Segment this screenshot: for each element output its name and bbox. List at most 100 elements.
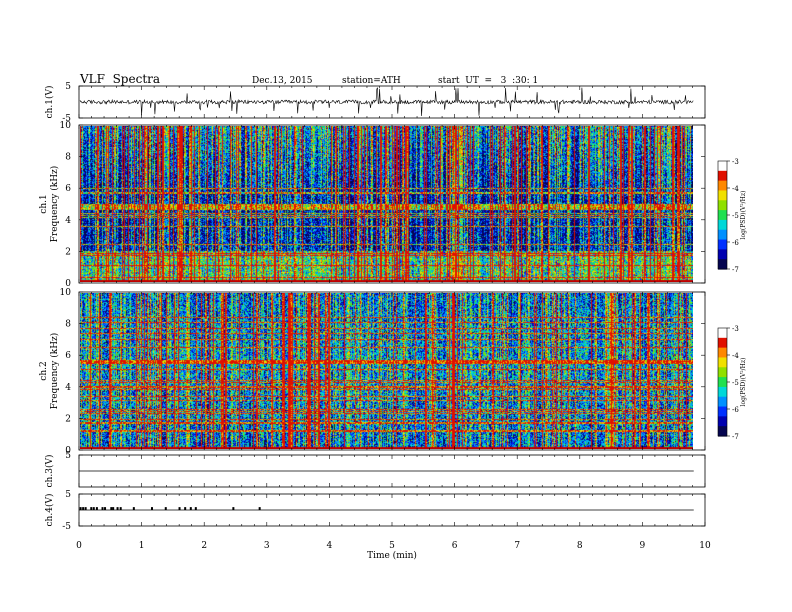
ch1-colorbar-tick-label: -6: [732, 239, 739, 247]
ch1-spec-ytick-label: 2: [65, 247, 71, 257]
ch2-colorbar-swatch: [718, 396, 727, 408]
ch4-ylabel: ch.4(V): [44, 494, 55, 527]
ch2-colorbar-swatch: [718, 328, 727, 339]
ch1-colorbar-swatch: [718, 219, 727, 231]
ch2-colorbar-tick-label: -4: [732, 352, 739, 360]
x-tick-label: 5: [389, 541, 395, 551]
ch1-colorbar-swatch: [718, 239, 727, 250]
ch2-colorbar-swatch: [718, 406, 727, 417]
ch2-colorbar-label: log(PSD)(V²/Hz): [740, 358, 747, 407]
ch1-colorbar-swatch: [718, 259, 727, 270]
ch4-pulse: [184, 507, 187, 510]
ch2-colorbar: -3 -4 -5 -6 -7 log(PSD)(V²/Hz): [717, 325, 747, 441]
ch1-colorbar-tick-label: -3: [732, 158, 739, 166]
ch2-spec-image: [80, 293, 693, 449]
x-tick-label: 4: [327, 541, 333, 551]
ch1-wave-ytick-label: -5: [62, 114, 71, 124]
ch4-pulse: [194, 507, 197, 510]
ch1-colorbar-label: log(PSD)(V²/Hz): [740, 191, 747, 240]
ch2-spec-ylabel: Frequency (kHz): [49, 333, 60, 410]
x-tick-label: 2: [201, 541, 207, 551]
ch3-trace-panel: 5 ch.3(V): [44, 451, 706, 487]
ch4-pulse: [150, 507, 153, 510]
ch1-spec-channel-label: ch.1: [39, 194, 49, 213]
ch1-spec-ylabel: Frequency (kHz): [49, 166, 60, 243]
x-axis-label: Time (min): [367, 550, 417, 561]
ch4-ytick-label: 5: [65, 490, 71, 500]
ch2-colorbar-swatch: [718, 386, 727, 398]
ch1-colorbar-swatch: [718, 200, 727, 211]
ch4-pulse: [119, 507, 122, 510]
ch4-pulse: [116, 507, 119, 510]
ch1-waveform-panel: 5 -5 ch.1(V): [44, 82, 706, 124]
ch1-colorbar-swatch: [718, 210, 727, 221]
ch4-pulse: [104, 507, 107, 510]
x-tick-label: 3: [264, 541, 270, 551]
ch2-colorbar-tick-label: -3: [732, 325, 739, 333]
start-time-label: start UT = 3 :30: 1: [438, 76, 539, 86]
ch4-pulse: [178, 507, 181, 510]
x-tick-label: 10: [699, 541, 711, 551]
ch1-colorbar-tick-label: -7: [732, 266, 739, 274]
ch4-pulse: [112, 507, 115, 510]
ch4-pulse: [101, 507, 104, 510]
ch4-pulse: [132, 507, 135, 510]
ch1-colorbar-swatch: [718, 180, 727, 192]
ch2-colorbar-swatch: [718, 357, 727, 368]
ch1-colorbar: -3 -4 -5 -6 -7 log(PSD)(V²/Hz): [717, 158, 747, 274]
ch1-colorbar-tick-label: -4: [732, 185, 739, 193]
ch4-pulse: [95, 507, 98, 510]
ch1-colorbar-tick-label: -5: [732, 212, 739, 220]
ch1-colorbar-swatch: [718, 161, 727, 172]
x-tick-label: 0: [76, 541, 82, 551]
x-tick-label: 9: [640, 541, 646, 551]
ch4-pulse: [258, 507, 261, 510]
ch2-spec-ytick-label: 4: [65, 383, 71, 393]
ch2-spectrogram-panel: 0 2 4 6 8 10 ch.2 Frequency (kHz): [39, 288, 706, 456]
ch1-waveform-line: [79, 87, 694, 117]
ch2-colorbar-swatch: [718, 337, 727, 349]
ch2-spec-ytick-label: 8: [65, 320, 71, 330]
ch4-pulse: [90, 507, 93, 510]
x-tick-label: 7: [514, 541, 520, 551]
ch1-spec-ytick-label: 0: [65, 279, 71, 289]
ch3-ytick-label: 5: [65, 451, 71, 461]
ch4-pulse: [110, 507, 113, 510]
x-tick-label: 8: [577, 541, 583, 551]
date-label: Dec.13, 2015: [252, 76, 313, 86]
ch2-colorbar-swatch: [718, 416, 727, 427]
ch2-colorbar-tick-label: -6: [732, 406, 739, 414]
ch2-colorbar-swatch: [718, 426, 727, 437]
ch4-ytick-label: -5: [62, 522, 71, 532]
ch2-colorbar-tick-label: -5: [732, 379, 739, 387]
ch2-spec-channel-label: ch.2: [39, 361, 49, 380]
time-axis: 0 1 2 3 4 5 6 7 8 9 10 Time (min): [76, 541, 711, 561]
x-tick-label: 6: [452, 541, 458, 551]
ch4-pulse: [84, 507, 87, 510]
ch1-spec-ytick-label: 6: [65, 184, 71, 194]
ch2-spec-ytick-label: 0: [65, 446, 71, 456]
station-label: station=ATH: [342, 76, 401, 86]
ch1-wave-ytick-label: 5: [65, 82, 71, 92]
ch2-colorbar-swatch: [718, 367, 727, 378]
ch4-pulse: [232, 507, 235, 510]
ch4-pulse: [82, 507, 85, 510]
ch1-spec-ytick-label: 8: [65, 153, 71, 163]
ch1-colorbar-swatch: [718, 170, 727, 182]
ch4-pulse: [79, 507, 82, 510]
ch4-pulse: [189, 507, 192, 510]
ch1-spec-ytick-label: 4: [65, 216, 71, 226]
ch4-pulse: [92, 507, 95, 510]
ch2-colorbar-swatch: [718, 377, 727, 388]
ch2-colorbar-tick-label: -7: [732, 433, 739, 441]
ch4-trace-panel: 5 -5 ch.4(V): [44, 490, 706, 532]
ch1-colorbar-swatch: [718, 249, 727, 260]
ch2-spec-ytick-label: 6: [65, 351, 71, 361]
ch1-spec-image: [80, 126, 693, 282]
figure-title: VLF Spectra: [80, 72, 161, 86]
ch1-colorbar-swatch: [718, 229, 727, 241]
ch1-spec-ytick-label: 10: [60, 121, 72, 131]
ch2-colorbar-swatch: [718, 347, 727, 359]
x-tick-label: 1: [139, 541, 145, 551]
